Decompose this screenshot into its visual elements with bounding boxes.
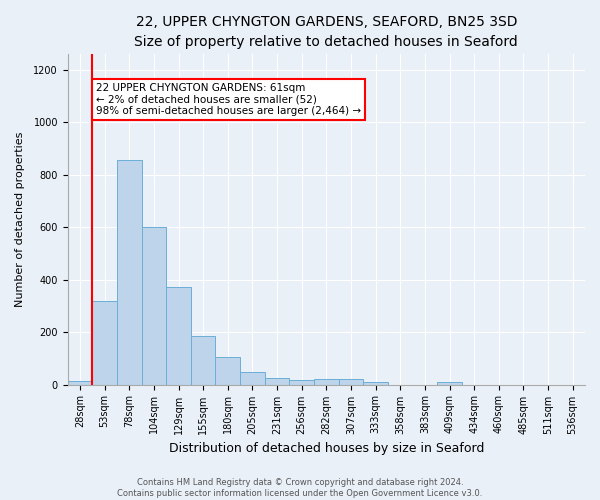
Bar — [265, 378, 289, 384]
Bar — [92, 300, 117, 384]
Bar — [68, 380, 92, 384]
Bar — [142, 227, 166, 384]
Text: Contains HM Land Registry data © Crown copyright and database right 2024.
Contai: Contains HM Land Registry data © Crown c… — [118, 478, 482, 498]
Bar — [215, 357, 240, 384]
Bar — [166, 288, 191, 384]
Text: 22 UPPER CHYNGTON GARDENS: 61sqm
← 2% of detached houses are smaller (52)
98% of: 22 UPPER CHYNGTON GARDENS: 61sqm ← 2% of… — [96, 82, 361, 116]
Bar — [240, 372, 265, 384]
Bar — [289, 380, 314, 384]
Title: 22, UPPER CHYNGTON GARDENS, SEAFORD, BN25 3SD
Size of property relative to detac: 22, UPPER CHYNGTON GARDENS, SEAFORD, BN2… — [134, 15, 518, 48]
Bar — [191, 336, 215, 384]
Bar — [338, 380, 363, 384]
Y-axis label: Number of detached properties: Number of detached properties — [15, 132, 25, 307]
Bar — [117, 160, 142, 384]
Bar — [363, 382, 388, 384]
Bar — [314, 379, 338, 384]
X-axis label: Distribution of detached houses by size in Seaford: Distribution of detached houses by size … — [169, 442, 484, 455]
Bar — [437, 382, 462, 384]
